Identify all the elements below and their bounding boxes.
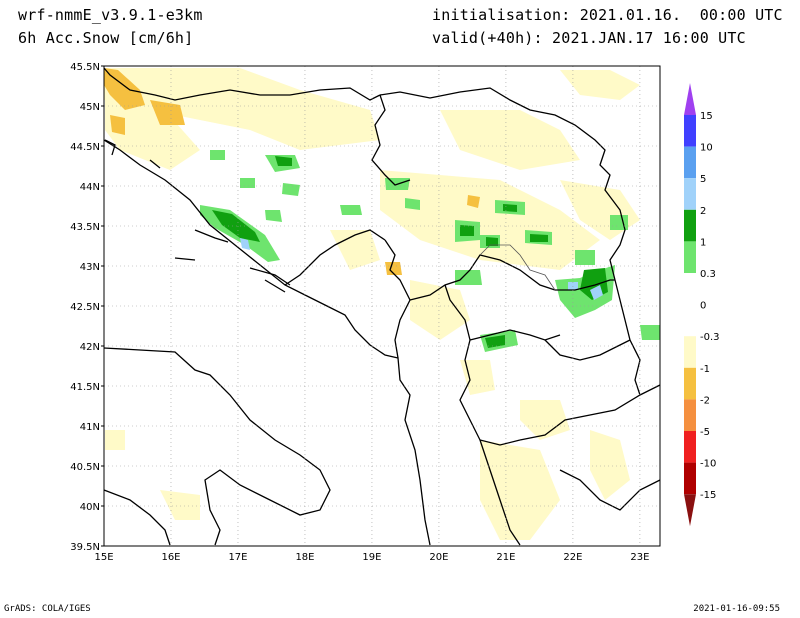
colorbar-swatch (684, 367, 696, 400)
footer-timestamp: 2021-01-16-09:55 (693, 604, 780, 614)
x-axis: 15E 16E 17E 18E 19E 20E 21E 22E 23E (94, 552, 649, 563)
colorbar-label: -5 (700, 427, 710, 438)
colorbar-swatch (684, 462, 696, 495)
x-tick-label: 21E (496, 552, 515, 563)
y-tick-label: 40.5N (70, 462, 100, 473)
colorbar-swatch (684, 304, 696, 337)
y-tick-label: 42N (80, 342, 100, 353)
colorbar-label: -15 (700, 490, 716, 501)
colorbar-label: -2 (700, 395, 710, 406)
colorbar-label: -1 (700, 364, 710, 375)
grid (104, 66, 660, 546)
colorbar-swatch (684, 336, 696, 368)
x-tick-label: 18E (295, 552, 314, 563)
colorbar-label: 5 (700, 174, 706, 185)
model-name: wrf-nmmE_v3.9.1-e3km (18, 6, 203, 24)
colorbar-swatch (684, 273, 696, 305)
footer-credit: GrADS: COLA/IGES (4, 604, 91, 614)
colorbar-swatch (684, 209, 696, 242)
x-tick-label: 20E (429, 552, 448, 563)
x-tick-label: 23E (630, 552, 649, 563)
colorbar-label: -10 (700, 459, 716, 470)
x-tick-label: 19E (362, 552, 381, 563)
x-tick-label: 22E (563, 552, 582, 563)
snow-shading (104, 68, 660, 540)
colorbar-swatch (684, 399, 696, 431)
colorbar-swatch (684, 146, 696, 179)
colorbar-top-arrow (684, 83, 696, 115)
colorbar-label: 0.3 (700, 269, 716, 280)
x-tick-label: 16E (161, 552, 180, 563)
init-time: initialisation: 2021.01.16. 00:00 UTC (432, 6, 783, 24)
colorbar-label: 10 (700, 143, 713, 154)
y-tick-label: 45N (80, 102, 100, 113)
colorbar-label: 2 (700, 206, 706, 217)
y-tick-label: 41.5N (70, 382, 100, 393)
colorbar-swatch (684, 115, 696, 147)
colorbar-label: 15 (700, 111, 713, 122)
colorbar-swatch (684, 431, 696, 463)
colorbar-swatch (684, 241, 696, 273)
colorbar: 15 10 5 2 1 0.3 0 -0.3 -1 -2 -5 -10 -15 (684, 83, 720, 527)
colorbar-label: 0 (700, 301, 706, 312)
inner-borders (479, 244, 556, 291)
field-name: 6h Acc.Snow [cm/6h] (18, 29, 194, 47)
borders (103, 67, 661, 546)
colorbar-label: -0.3 (700, 332, 720, 343)
colorbar-label: 1 (700, 237, 706, 248)
y-tick-label: 40N (80, 502, 100, 513)
y-tick-label: 41N (80, 422, 100, 433)
valid-time: valid(+40h): 2021.JAN.17 16:00 UTC (432, 29, 746, 47)
y-tick-label: 43.5N (70, 222, 100, 233)
x-tick-label: 15E (94, 552, 113, 563)
x-tick-label: 17E (228, 552, 247, 563)
y-tick-label: 44N (80, 182, 100, 193)
y-tick-label: 45.5N (70, 62, 100, 73)
y-axis: 45.5N 45N 44.5N 44N 43.5N 43N 42.5N 42N 41.5N 41N… (70, 62, 104, 553)
y-tick-label: 43N (80, 262, 100, 273)
y-tick-label: 42.5N (70, 302, 100, 313)
colorbar-bottom-arrow (684, 494, 696, 527)
y-tick-label: 44.5N (70, 142, 100, 153)
y-tick-label: 39.5N (70, 542, 100, 553)
colorbar-swatch (684, 178, 696, 210)
